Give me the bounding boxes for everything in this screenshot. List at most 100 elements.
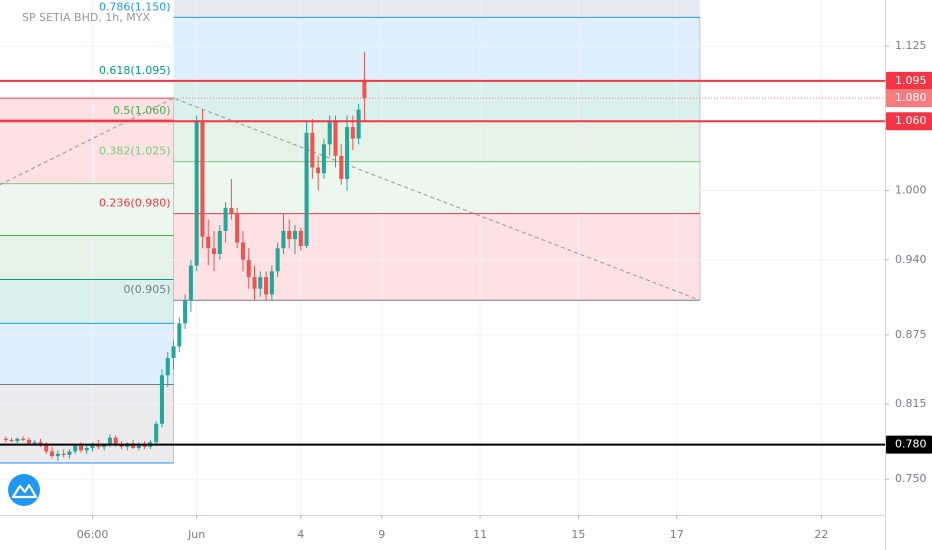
fib-level-label: 0.5(1.060) [113, 104, 171, 117]
x-tick-label: 4 [297, 528, 304, 541]
fib-zone [173, 121, 700, 162]
y-tick-label: 1.000 [895, 184, 927, 197]
candle-body [84, 448, 89, 451]
fib-zone [173, 17, 700, 81]
candle-body [194, 121, 199, 266]
candle-body [345, 127, 350, 179]
x-tick-label: 22 [814, 528, 828, 541]
candle-body [165, 357, 170, 376]
chart-title: SP SETIA BHD, 1h, MYX [22, 11, 150, 24]
x-tick-label: 06:00 [77, 528, 109, 541]
candle-body [200, 121, 205, 237]
price-lines [0, 79, 885, 446]
price-label-box [886, 89, 932, 108]
candle-body [119, 444, 124, 447]
trend-line [0, 97, 701, 301]
fib-level-label: 0(0.905) [123, 283, 170, 296]
candle-body [131, 443, 136, 449]
candle-body [316, 167, 321, 174]
fib-zone [0, 235, 174, 280]
x-tick-label: Jun [187, 528, 205, 541]
candle-body [96, 444, 101, 447]
fib-zone [0, 183, 174, 236]
price-label: 0.780 [895, 438, 927, 451]
candle-body [90, 444, 95, 449]
price-label-box [886, 435, 932, 454]
candle-body [298, 230, 303, 246]
candle-body [136, 444, 141, 449]
y-tick-label: 0.815 [895, 397, 927, 410]
candle-body [21, 438, 26, 440]
candle-body [177, 323, 182, 347]
x-tick-label: 9 [378, 528, 385, 541]
candle-body [9, 439, 14, 442]
fib-zone [0, 323, 174, 385]
fib-level-label: 0.236(0.980) [99, 197, 171, 210]
candle-body [102, 444, 107, 447]
fib-top-band [173, 0, 700, 18]
fib-level-label: 0.786(1.150) [99, 0, 171, 13]
candle-body [339, 155, 344, 179]
logo[interactable] [8, 474, 40, 506]
candle-body [223, 207, 228, 231]
candle-body [356, 109, 361, 139]
candle-body [73, 445, 78, 452]
candle-body [310, 132, 315, 168]
y-tick-label: 1.125 [895, 39, 927, 52]
fib-zone [173, 80, 700, 122]
fib-zone [173, 161, 700, 214]
candle-body [333, 121, 338, 156]
axes: 1.125 1.000 0.940 0.875 0.815 0.750 06:00 Jun 4 9… [77, 39, 932, 541]
candle-body [362, 80, 367, 99]
price-label-box [886, 112, 932, 131]
logo-icon[interactable] [11, 483, 38, 499]
candle-body [15, 438, 20, 442]
candle-body [142, 444, 147, 447]
candle-body [292, 230, 298, 240]
y-tick-label: 0.875 [895, 328, 927, 341]
fib-zone [0, 279, 174, 324]
candle-body [113, 437, 118, 445]
candle-body [252, 277, 257, 289]
candle-body [3, 438, 8, 440]
y-tick-label: 0.940 [895, 253, 927, 266]
candle-body [264, 277, 269, 295]
price-label: 1.095 [895, 74, 927, 87]
y-tick-label: 0.750 [895, 472, 927, 485]
candle-body [350, 127, 355, 139]
candle-body [44, 445, 49, 452]
x-tick-label: 17 [670, 528, 684, 541]
candle-body [304, 132, 309, 246]
fib-level-label: 0.382(1.025) [99, 145, 171, 158]
candle-body [275, 248, 280, 272]
candle-body [206, 236, 211, 249]
candle-body [159, 375, 164, 424]
candle-body [258, 277, 263, 289]
candle-body [235, 213, 240, 243]
candle-body [269, 271, 274, 295]
candle-body [321, 144, 326, 174]
candle-body [50, 451, 55, 457]
grid [0, 0, 885, 515]
fib-level-label: 0.618(1.095) [99, 64, 171, 77]
candle-body [240, 242, 245, 260]
candle-body [183, 300, 188, 324]
price-label-box [886, 71, 932, 90]
candle-body [281, 230, 286, 249]
candle-body [188, 265, 193, 301]
candle-body [67, 451, 72, 455]
candle-body [229, 207, 234, 214]
candle-body [217, 230, 222, 255]
candle-body [32, 442, 37, 444]
candle-body [171, 346, 176, 358]
fib-zone [0, 120, 174, 184]
fib-zone [0, 98, 174, 121]
candle-body [287, 230, 292, 240]
candles [3, 51, 367, 461]
candle-body [327, 121, 332, 145]
x-tick-label: 11 [473, 528, 487, 541]
candle-body [246, 259, 251, 278]
candle-body [78, 445, 84, 451]
